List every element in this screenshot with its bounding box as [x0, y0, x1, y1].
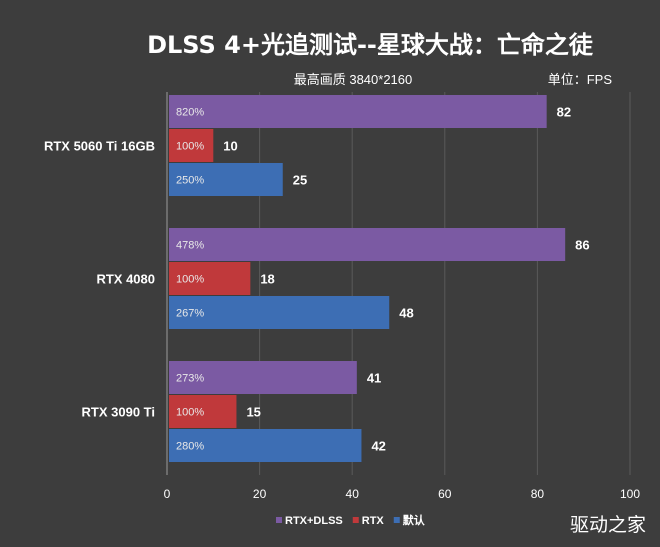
bar-percent-label: 478%	[176, 240, 204, 252]
bar-percent-label: 267%	[176, 308, 204, 320]
bar-value-label: 48	[399, 306, 413, 321]
legend-label: RTX+DLSS	[285, 515, 343, 527]
bar	[169, 296, 390, 329]
watermark: 驱动之家	[569, 514, 646, 536]
x-tick-labels: 0 20 40 60 80 100	[164, 487, 641, 501]
bar-percent-label: 280%	[176, 441, 204, 453]
bar-percent-label: 273%	[176, 373, 204, 385]
bars: 820% 82 100% 10 250% 25 478% 86 100% 18 267% 48 273%…	[169, 95, 590, 462]
legend-label: RTX	[362, 515, 385, 527]
bar	[169, 361, 357, 394]
legend-swatch	[352, 517, 359, 523]
x-tick-label: 40	[346, 487, 360, 501]
legend-swatch	[276, 517, 282, 523]
category-label: RTX 5060 Ti 16GB	[44, 139, 155, 154]
bar-percent-label: 100%	[176, 141, 204, 153]
bar	[169, 95, 547, 128]
bar-value-label: 15	[246, 405, 260, 420]
x-tick-label: 100	[620, 487, 640, 501]
bar-percent-label: 100%	[176, 407, 204, 419]
category-label: RTX 3090 Ti	[82, 405, 155, 420]
bar	[169, 228, 566, 261]
legend: RTX+DLSS RTX 默认	[276, 513, 426, 527]
bar	[169, 429, 362, 462]
bar	[169, 163, 283, 196]
bar	[169, 262, 251, 295]
bar-percent-label: 100%	[176, 274, 204, 286]
bar-percent-label: 250%	[176, 175, 204, 187]
bar-value-label: 41	[367, 371, 381, 386]
gridlines	[259, 92, 631, 475]
bar-value-label: 10	[223, 139, 237, 154]
bar	[169, 395, 237, 428]
chart-title: DLSS 4+光追测试--星球大战：亡命之徒	[147, 31, 594, 59]
bar-value-label: 25	[293, 173, 307, 188]
bar-value-label: 86	[575, 238, 589, 253]
legend-swatch	[393, 517, 400, 523]
x-tick-label: 60	[438, 487, 452, 501]
category-labels: RTX 5060 Ti 16GB RTX 4080 RTX 3090 Ti	[44, 139, 155, 420]
x-tick-label: 0	[164, 487, 171, 501]
bar-value-label: 42	[371, 439, 385, 454]
category-label: RTX 4080	[96, 272, 155, 287]
x-tick-label: 80	[531, 487, 545, 501]
bar	[169, 129, 214, 162]
bar-value-label: 82	[557, 105, 571, 120]
unit-label: 单位：FPS	[548, 72, 613, 87]
bar-percent-label: 820%	[176, 107, 204, 119]
chart-subtitle: 最高画质 3840*2160	[294, 72, 413, 87]
x-tick-label: 20	[253, 487, 267, 501]
legend-label: 默认	[403, 513, 426, 527]
bar-value-label: 18	[260, 272, 274, 287]
